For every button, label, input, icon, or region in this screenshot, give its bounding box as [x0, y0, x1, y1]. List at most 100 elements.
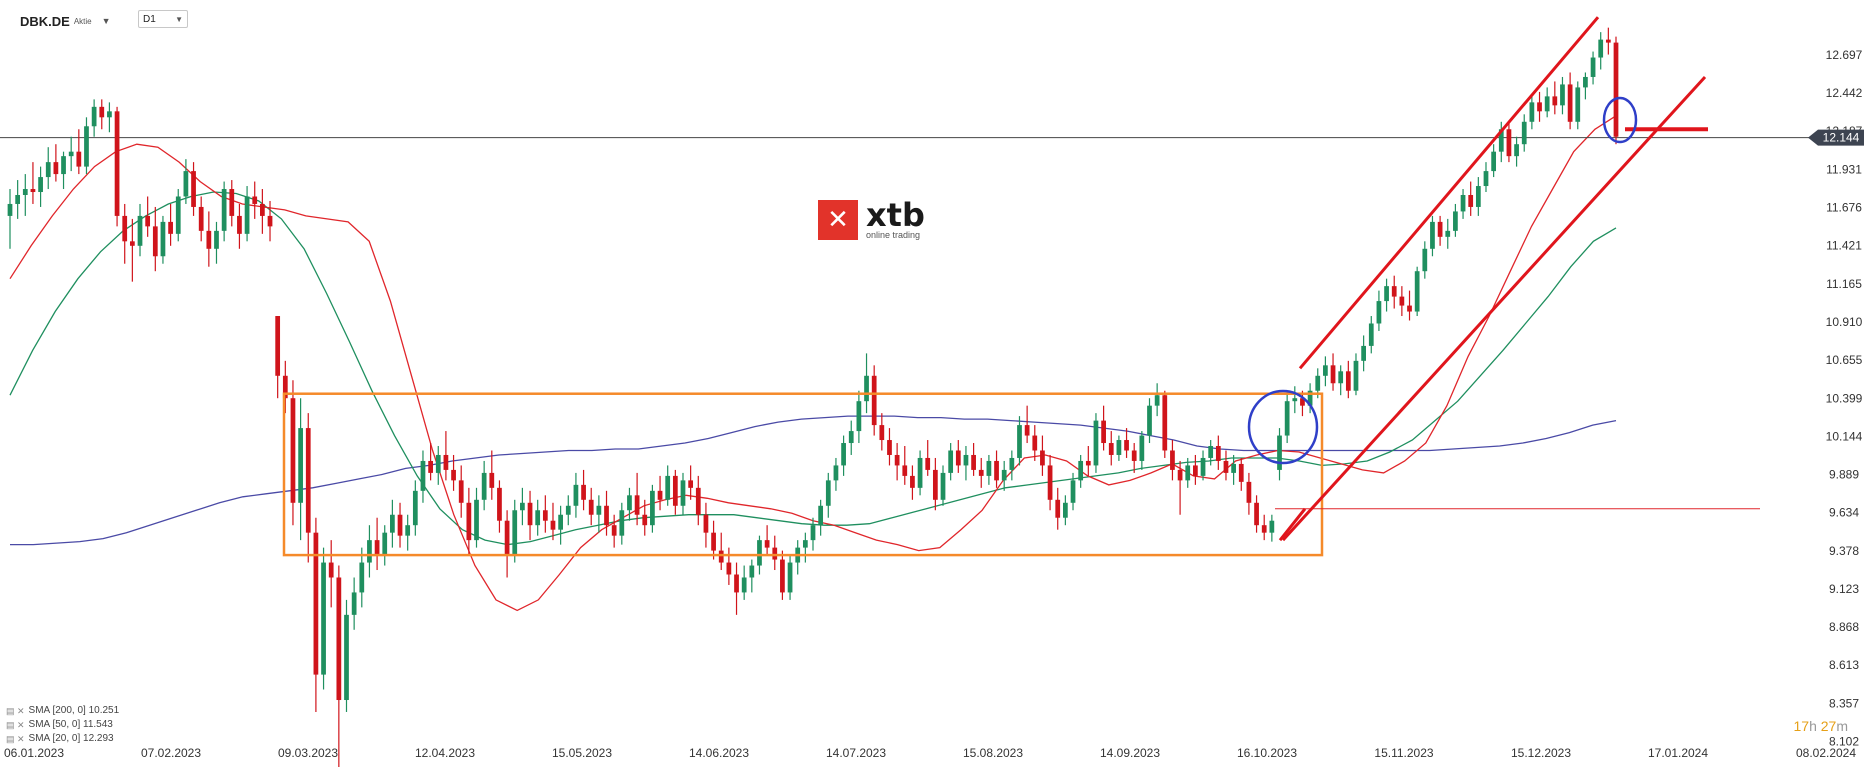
candle-bearish[interactable]: [305, 428, 311, 533]
candle-bullish[interactable]: [986, 460, 992, 476]
candle-bearish[interactable]: [1055, 499, 1061, 518]
candle-bullish[interactable]: [856, 401, 862, 432]
candle-bullish[interactable]: [940, 472, 946, 500]
candle-bullish[interactable]: [367, 540, 372, 563]
candle-bullish[interactable]: [1315, 375, 1321, 391]
candle-bullish[interactable]: [963, 454, 969, 466]
candle-bullish[interactable]: [214, 230, 219, 249]
candle-bearish[interactable]: [542, 510, 548, 521]
candle-bearish[interactable]: [910, 475, 915, 488]
candle-bullish[interactable]: [1017, 425, 1022, 458]
candle-bearish[interactable]: [290, 398, 296, 503]
candle-bearish[interactable]: [550, 520, 556, 530]
candle-bullish[interactable]: [1139, 435, 1145, 461]
candle-bullish[interactable]: [221, 189, 227, 231]
candle-bearish[interactable]: [1193, 465, 1198, 476]
indicator-settings-icon[interactable]: ▤ ✕: [6, 734, 25, 744]
candle-bearish[interactable]: [397, 514, 403, 536]
candle-bullish[interactable]: [1491, 151, 1497, 172]
candle-bearish[interactable]: [1330, 365, 1336, 384]
candle-bearish[interactable]: [336, 577, 342, 701]
candle-bullish[interactable]: [91, 106, 97, 127]
candle-bearish[interactable]: [1391, 286, 1397, 297]
candle-bearish[interactable]: [955, 450, 961, 466]
candle-bullish[interactable]: [833, 465, 839, 481]
candle-bullish[interactable]: [818, 505, 824, 526]
candle-bullish[interactable]: [137, 215, 143, 246]
candle-bullish[interactable]: [1414, 271, 1420, 312]
candle-bullish[interactable]: [1521, 121, 1527, 145]
candle-bullish[interactable]: [1154, 395, 1160, 406]
candle-bullish[interactable]: [810, 525, 816, 541]
candle-bullish[interactable]: [1063, 502, 1068, 518]
candle-bullish[interactable]: [1430, 221, 1435, 249]
candle-bullish[interactable]: [382, 532, 388, 556]
indicator-sma20[interactable]: ▤ ✕ SMA [20, 0] 12.293: [6, 732, 119, 746]
candle-bullish[interactable]: [1598, 39, 1604, 58]
candle-bearish[interactable]: [1605, 39, 1611, 43]
breakout-circle[interactable]: [1247, 389, 1319, 465]
candle-bullish[interactable]: [802, 540, 808, 548]
candle-bullish[interactable]: [596, 505, 602, 515]
candle-bullish[interactable]: [175, 196, 181, 234]
candle-bullish[interactable]: [1231, 463, 1236, 473]
candle-bearish[interactable]: [1040, 450, 1045, 466]
candle-bearish[interactable]: [53, 162, 59, 175]
candle-bullish[interactable]: [160, 221, 166, 257]
candle-bearish[interactable]: [726, 562, 732, 575]
candle-bullish[interactable]: [787, 562, 793, 593]
candle-bullish[interactable]: [7, 203, 13, 216]
candle-bearish[interactable]: [887, 440, 892, 455]
candle-bearish[interactable]: [1131, 450, 1137, 461]
candle-bullish[interactable]: [1093, 420, 1099, 466]
candle-bearish[interactable]: [971, 454, 976, 470]
candle-bullish[interactable]: [512, 510, 518, 556]
candle-bearish[interactable]: [1246, 481, 1252, 503]
candle-bullish[interactable]: [405, 525, 411, 536]
candle-bearish[interactable]: [1024, 425, 1030, 436]
indicator-sma200[interactable]: ▤ ✕ SMA [200, 0] 10.251: [6, 704, 119, 718]
candle-bullish[interactable]: [68, 151, 74, 157]
candle-bearish[interactable]: [1223, 460, 1229, 473]
candle-bullish[interactable]: [412, 490, 418, 526]
indicator-sma50[interactable]: ▤ ✕ SMA [50, 0] 11.543: [6, 718, 119, 732]
candle-bearish[interactable]: [313, 532, 319, 675]
candle-bullish[interactable]: [107, 111, 112, 118]
candle-bearish[interactable]: [191, 171, 196, 207]
candle-bullish[interactable]: [183, 171, 189, 197]
candle-bullish[interactable]: [1583, 76, 1588, 88]
candle-bullish[interactable]: [535, 510, 541, 526]
candle-bullish[interactable]: [1514, 144, 1519, 157]
candle-bullish[interactable]: [1323, 365, 1328, 376]
candle-bullish[interactable]: [1384, 286, 1389, 302]
candle-bullish[interactable]: [1483, 171, 1489, 187]
candle-bearish[interactable]: [428, 460, 433, 473]
candle-bearish[interactable]: [764, 540, 770, 548]
candle-bearish[interactable]: [978, 469, 984, 476]
candle-bullish[interactable]: [565, 505, 571, 515]
candle-bullish[interactable]: [825, 480, 831, 506]
candle-bearish[interactable]: [1215, 446, 1221, 461]
candle-bearish[interactable]: [122, 215, 128, 242]
candle-bearish[interactable]: [1108, 443, 1114, 455]
candle-bullish[interactable]: [1277, 435, 1282, 470]
candle-bearish[interactable]: [925, 457, 931, 470]
candle-bullish[interactable]: [1078, 460, 1084, 481]
candle-bearish[interactable]: [252, 196, 258, 204]
indicator-settings-icon[interactable]: ▤ ✕: [6, 706, 25, 716]
candle-bearish[interactable]: [611, 525, 617, 536]
candle-bearish[interactable]: [527, 502, 533, 526]
candle-bearish[interactable]: [1407, 305, 1412, 312]
candle-bearish[interactable]: [734, 574, 739, 593]
candle-bullish[interactable]: [1001, 469, 1007, 481]
candle-bullish[interactable]: [1529, 102, 1535, 122]
candle-bearish[interactable]: [1468, 194, 1474, 207]
candle-bearish[interactable]: [1437, 221, 1443, 237]
candle-bearish[interactable]: [489, 472, 495, 488]
candle-bearish[interactable]: [1254, 502, 1259, 526]
candle-bullish[interactable]: [390, 514, 395, 533]
candle-bearish[interactable]: [871, 375, 877, 426]
candle-bullish[interactable]: [749, 565, 755, 578]
candle-bullish[interactable]: [558, 514, 563, 530]
